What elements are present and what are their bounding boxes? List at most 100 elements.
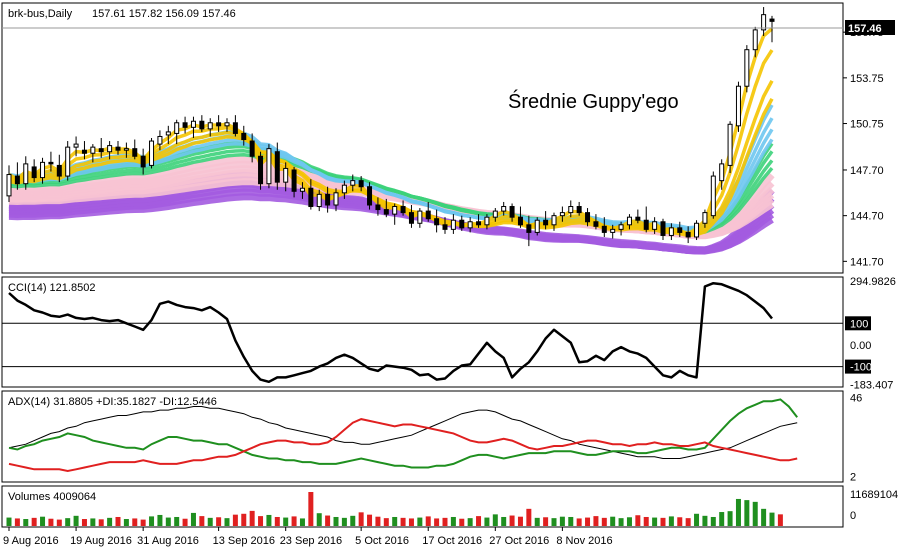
candle-body [501,206,507,212]
candle-body [249,140,255,157]
candle-body [14,175,20,185]
price-tick-label: 147.70 [850,165,884,177]
candle-body [358,180,364,188]
candle-body [107,145,113,153]
volume-bar [400,517,406,526]
volume-bar [408,518,414,526]
cci-tick-label: 294.9826 [850,276,896,288]
volume-bar [685,518,691,526]
candle-body [467,221,473,229]
candle-body [341,184,347,194]
volume-bar [316,513,322,526]
volume-bar [23,519,29,526]
volume-bar [417,517,423,526]
price-tick-label: 150.75 [850,119,884,131]
date-tick-label: 5 Oct 2016 [355,535,409,547]
candle-body [568,206,574,214]
candle-body [224,122,230,127]
adx-pane[interactable]: 46 2 ADX(14) 31.8805 +DI:35.1827 -DI:12.5… [1,390,862,484]
candle-body [735,85,741,127]
volume-bar [283,517,289,526]
volume-bar [660,517,666,526]
volume-title: Volumes 4009064 [8,491,96,503]
volume-bar [517,516,523,526]
volume-bar [341,517,347,526]
volume-bar [568,516,574,526]
candle-body [375,204,381,211]
current-price-label: 157.46 [848,23,882,35]
candle-body [149,140,155,166]
volume-bar [375,516,381,526]
candle-body [232,122,238,134]
candle-body [40,161,46,179]
volume-bar [157,514,163,526]
date-tick-label: 19 Aug 2016 [70,535,132,547]
candle-body [744,49,750,87]
candle-body [710,175,716,217]
candle-body [425,210,431,220]
volume-bar [40,516,46,526]
candle-body [752,29,758,51]
candle-body [207,122,213,130]
candle-body [551,215,557,226]
cci-level-box [845,359,871,374]
date-tick-label: 8 Nov 2016 [556,535,612,547]
volume-bar [115,516,121,526]
date-axis: 9 Aug 2016 19 Aug 2016 31 Aug 2016 13 Sep 2… [3,527,613,547]
volume-bar [6,517,12,526]
volume-bar [476,516,482,526]
volume-bar [140,519,146,526]
volume-bar [266,514,272,526]
candle-body [216,122,222,127]
candle-body [442,224,448,230]
volume-pane[interactable]: 11689104 0 Volumes 4009064 [1,485,898,528]
minus-di-line [8,418,798,473]
candle-body [65,146,71,177]
candle-body [677,227,683,233]
cci-levels [2,322,843,368]
candle-body [526,224,532,233]
candle-body [392,206,398,215]
candle-body [769,18,775,22]
volume-bar [81,519,87,526]
cci-pane[interactable]: 294.9826 100 0.00 -100 -183.407 CCI(14) 121.… [1,276,896,392]
candle-body [56,164,62,177]
volume-bar [274,516,280,526]
candle-body [509,206,515,218]
candle-body [350,180,356,186]
candle-body [266,148,272,185]
candle-body [367,186,373,206]
volume-bar [735,498,741,526]
volume-bar [149,516,155,526]
volume-bar [618,518,624,526]
candle-body [618,224,624,230]
volume-bar [207,517,213,526]
candle-body [31,166,37,179]
adx-axis: 46 2 [850,393,862,484]
volume-bar [442,517,448,526]
candle-body [668,227,674,236]
volume-bar [501,516,507,526]
candle-body [23,163,29,185]
volume-bar [509,515,515,526]
candle-body [333,192,339,206]
candle-body [400,206,406,214]
volume-bar [367,514,373,526]
volume-bar [601,517,607,526]
adx-title: ADX(14) 31.8805 +DI:35.1827 -DI:12.5446 [8,396,217,408]
date-tick-label: 9 Aug 2016 [3,535,59,547]
cci-tick-label: -100 [850,362,872,374]
candle-body [98,148,104,153]
candle-body [383,209,389,215]
volume-bar [467,518,473,526]
volume-bar [216,517,222,526]
volume-bar [65,518,71,526]
candle-body [543,219,549,226]
candlesticks [6,7,775,247]
volume-bar [90,518,96,526]
candle-body [534,219,540,233]
candle-body [626,216,632,226]
